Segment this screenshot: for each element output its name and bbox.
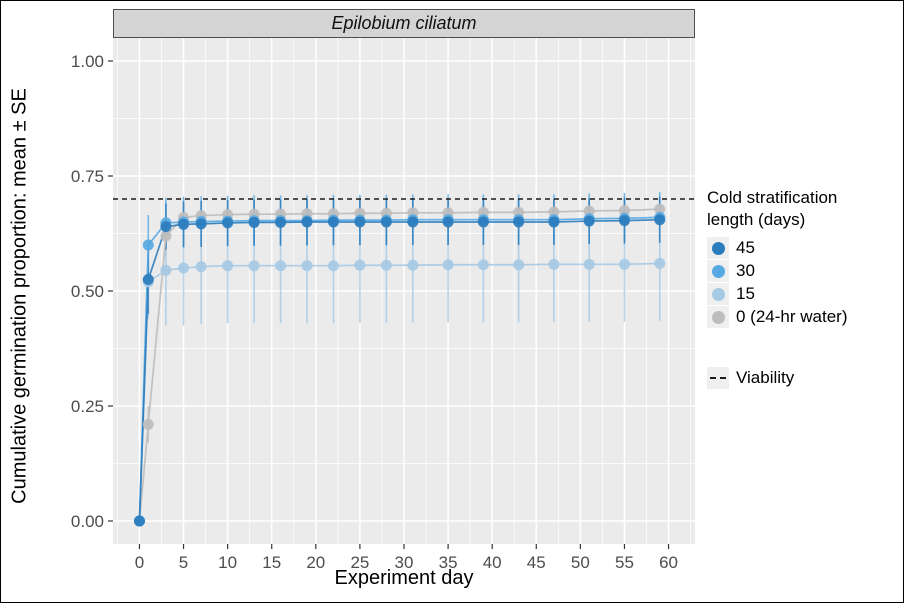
y-axis-title: Cumulative germination proportion: mean … bbox=[8, 88, 31, 504]
legend-key bbox=[707, 306, 729, 328]
data-point-45 bbox=[354, 216, 366, 228]
legend-item-label: 15 bbox=[736, 284, 755, 303]
data-point-45 bbox=[178, 218, 190, 230]
data-point-0 (24-hr water) bbox=[618, 205, 630, 216]
legend-key bbox=[707, 260, 729, 282]
legend-item-3: 0 (24-hr water) bbox=[707, 306, 903, 329]
x-tick-label: 45 bbox=[527, 553, 546, 572]
x-tick-label: 40 bbox=[483, 553, 502, 572]
legend-item-viability: Viability bbox=[707, 367, 903, 390]
data-point-15 bbox=[513, 259, 525, 271]
legend-item-1: 30 bbox=[707, 260, 903, 283]
data-point-15 bbox=[477, 259, 489, 271]
data-point-45 bbox=[442, 216, 454, 228]
data-point-15 bbox=[380, 259, 392, 271]
data-point-15 bbox=[301, 260, 313, 272]
data-point-45 bbox=[142, 274, 154, 285]
data-point-30 bbox=[142, 239, 154, 251]
data-point-15 bbox=[583, 258, 595, 270]
data-point-45 bbox=[548, 216, 560, 228]
data-point-45 bbox=[275, 216, 287, 228]
x-axis-title: Experiment day bbox=[334, 567, 474, 589]
legend-color-dot-icon bbox=[711, 264, 725, 278]
data-point-45 bbox=[133, 515, 145, 527]
x-tick-label: 20 bbox=[306, 553, 325, 572]
data-point-0 (24-hr water) bbox=[548, 206, 560, 218]
x-tick-label: 35 bbox=[439, 553, 458, 572]
legend-key bbox=[707, 237, 729, 259]
panel-strip-title: Epilobium ciliatum bbox=[113, 9, 695, 38]
data-point-45 bbox=[583, 215, 595, 227]
legend-key bbox=[707, 283, 729, 305]
legend-item-2: 15 bbox=[707, 283, 903, 306]
y-tick-label: 0.75 bbox=[71, 167, 104, 186]
legend-item-label: 30 bbox=[736, 261, 755, 280]
viability-key bbox=[707, 367, 729, 389]
y-tick-label: 1.00 bbox=[71, 52, 104, 71]
legend-item-label: 0 (24-hr water) bbox=[736, 307, 848, 326]
x-tick-label: 25 bbox=[350, 553, 369, 572]
data-point-45 bbox=[618, 215, 630, 227]
data-point-15 bbox=[548, 258, 560, 270]
legend: Cold stratification length (days) 45 30 15… bbox=[707, 187, 903, 390]
x-tick-label: 50 bbox=[571, 553, 590, 572]
legend-items: 45 30 15 0 (24-hr water) bbox=[707, 237, 903, 329]
viability-label: Viability bbox=[736, 368, 795, 387]
x-tick-label: 55 bbox=[615, 553, 634, 572]
y-tick-label: 0.00 bbox=[71, 512, 104, 531]
legend-color-dot-icon bbox=[711, 287, 725, 301]
x-tick-label: 10 bbox=[218, 553, 237, 572]
legend-item-0: 45 bbox=[707, 237, 903, 260]
data-point-0 (24-hr water) bbox=[654, 203, 666, 215]
y-tick-label: 0.50 bbox=[71, 282, 104, 301]
data-point-15 bbox=[618, 258, 630, 270]
data-point-15 bbox=[354, 259, 366, 271]
legend-color-dot-icon bbox=[711, 310, 725, 324]
data-point-15 bbox=[248, 260, 260, 272]
data-point-15 bbox=[178, 262, 190, 274]
x-tick-label: 5 bbox=[179, 553, 188, 572]
data-point-15 bbox=[654, 257, 666, 269]
species-title: Epilobium ciliatum bbox=[331, 13, 477, 33]
x-tick-label: 0 bbox=[135, 553, 144, 572]
data-point-45 bbox=[477, 216, 489, 228]
x-tick-label: 30 bbox=[395, 553, 414, 572]
data-point-15 bbox=[195, 261, 207, 273]
data-point-0 (24-hr water) bbox=[160, 230, 172, 242]
data-point-45 bbox=[195, 218, 207, 230]
data-point-45 bbox=[513, 216, 525, 228]
data-point-45 bbox=[380, 216, 392, 228]
data-point-15 bbox=[222, 260, 234, 272]
data-point-45 bbox=[654, 214, 666, 226]
data-point-15 bbox=[407, 259, 419, 271]
data-point-15 bbox=[442, 259, 454, 271]
data-point-45 bbox=[301, 216, 313, 228]
data-point-0 (24-hr water) bbox=[142, 418, 154, 430]
data-point-15 bbox=[275, 260, 287, 272]
data-point-45 bbox=[248, 216, 260, 228]
legend-color-dot-icon bbox=[711, 241, 725, 255]
dashed-line-icon bbox=[710, 377, 726, 379]
data-point-45 bbox=[407, 216, 419, 228]
x-tick-label: 15 bbox=[262, 553, 281, 572]
legend-item-label: 45 bbox=[736, 238, 755, 257]
data-point-45 bbox=[160, 221, 172, 233]
x-tick-label: 60 bbox=[659, 553, 678, 572]
legend-title: Cold stratification length (days) bbox=[707, 188, 838, 229]
data-point-45 bbox=[327, 216, 339, 228]
data-point-15 bbox=[160, 264, 172, 276]
data-point-0 (24-hr water) bbox=[583, 205, 595, 217]
y-tick-label: 0.25 bbox=[71, 397, 104, 416]
data-point-15 bbox=[327, 260, 339, 272]
data-point-45 bbox=[222, 217, 234, 229]
